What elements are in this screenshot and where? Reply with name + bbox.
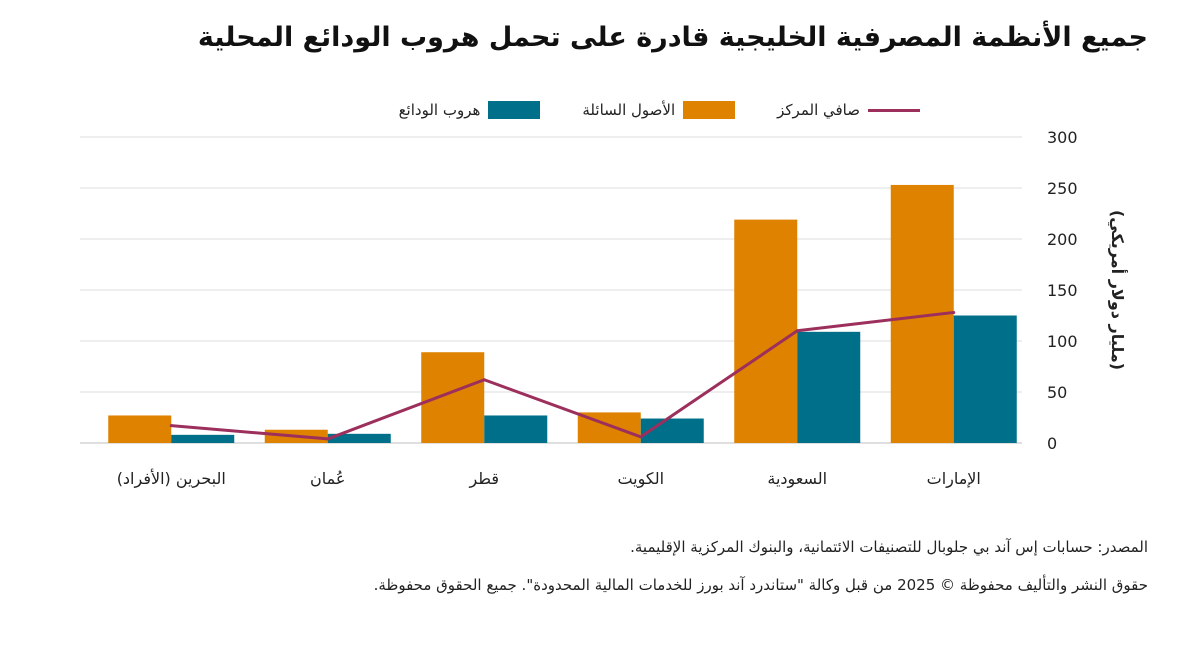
legend-swatch-deposit-outflows bbox=[488, 101, 541, 119]
bar-deposit-outflows bbox=[797, 331, 861, 443]
point-net-position bbox=[952, 310, 956, 314]
legend-swatch-liquid-assets bbox=[683, 101, 736, 119]
copyright-note: حقوق النشر والتأليف محفوظة © 2025 من قبل… bbox=[373, 576, 1148, 594]
bar-deposit-outflows bbox=[171, 434, 235, 443]
bar-liquid-assets bbox=[108, 415, 172, 443]
legend-item-liquid-assets: الأصول السائلة bbox=[582, 101, 736, 119]
point-net-position bbox=[326, 437, 330, 441]
point-net-position bbox=[482, 378, 486, 382]
legend-swatch-net-position bbox=[868, 108, 920, 112]
bar-deposit-outflows bbox=[953, 315, 1017, 443]
y-tick-label: 0 bbox=[1047, 434, 1057, 453]
y-tick-label: 200 bbox=[1047, 230, 1078, 249]
legend-label-liquid-assets: الأصول السائلة bbox=[582, 101, 676, 119]
y-tick-label: 300 bbox=[1047, 128, 1078, 147]
x-category-label: البحرين (الأفراد) bbox=[117, 468, 226, 489]
bar-deposit-outflows bbox=[327, 433, 391, 443]
source-note: المصدر: حسابات إس آند بي جلوبال للتصنيفا… bbox=[630, 538, 1148, 556]
point-net-position bbox=[639, 435, 643, 439]
chart-title: جميع الأنظمة المصرفية الخليجية قادرة على… bbox=[197, 22, 1148, 53]
y-tick-label: 250 bbox=[1047, 179, 1078, 198]
chart-plot: 0 50 100 150 200 250 300 (مليار دولار أمريكي) ال… bbox=[80, 128, 1128, 489]
bar-deposit-outflows bbox=[484, 415, 548, 443]
x-category-label: السعودية bbox=[767, 469, 827, 489]
point-net-position bbox=[169, 424, 173, 428]
y-tick-label: 150 bbox=[1047, 281, 1078, 300]
x-category-label: الكويت bbox=[617, 469, 664, 489]
point-net-position bbox=[795, 329, 799, 333]
legend-label-deposit-outflows: هروب الودائع bbox=[398, 101, 481, 119]
chart-legend: صافي المركز الأصول السائلة هروب الودائع bbox=[360, 98, 920, 122]
y-tick-label: 50 bbox=[1047, 383, 1067, 402]
legend-item-deposit-outflows: هروب الودائع bbox=[399, 101, 541, 119]
bar-liquid-assets bbox=[734, 219, 798, 443]
x-category-label: عُمان bbox=[310, 469, 345, 488]
y-tick-label: 100 bbox=[1047, 332, 1078, 351]
legend-label-net-position: صافي المركز bbox=[777, 101, 860, 119]
bar-liquid-assets bbox=[421, 352, 485, 443]
x-category-label: الإمارات bbox=[927, 469, 981, 489]
line-net-position bbox=[171, 310, 954, 441]
y-axis-title: (مليار دولار أمريكي) bbox=[1107, 210, 1128, 370]
x-category-label: قطر bbox=[468, 469, 499, 489]
legend-item-net-position: صافي المركز bbox=[777, 101, 920, 119]
